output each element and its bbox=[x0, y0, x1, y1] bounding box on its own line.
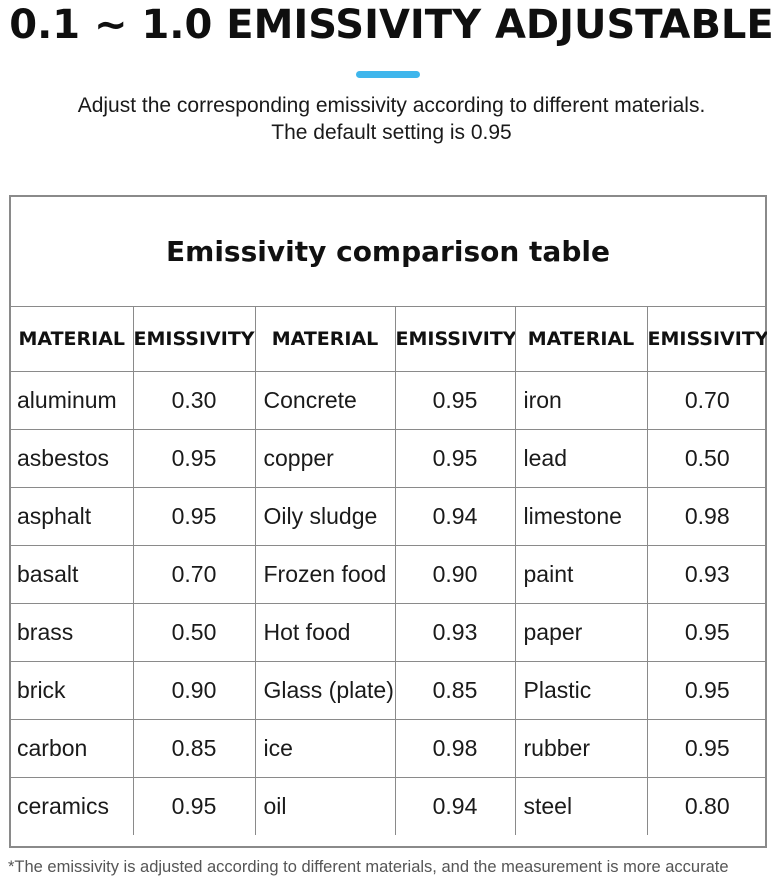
column-header: MATERIAL bbox=[514, 307, 648, 372]
material-cell: steel bbox=[514, 776, 648, 835]
emissivity-cell: 0.95 bbox=[132, 776, 256, 835]
material-cell: iron bbox=[514, 370, 648, 430]
table-row: asphalt 0.95 Oily sludge 0.94 limestone 0.98 bbox=[11, 486, 767, 546]
emissivity-cell: 0.95 bbox=[132, 428, 256, 488]
material-cell: Frozen food bbox=[254, 544, 396, 604]
material-cell: rubber bbox=[514, 718, 648, 778]
accent-divider bbox=[356, 71, 420, 78]
material-cell: Oily sludge bbox=[254, 486, 396, 546]
table-row: brass 0.50 Hot food 0.93 paper 0.95 bbox=[11, 602, 767, 662]
emissivity-cell: 0.95 bbox=[646, 602, 767, 662]
material-cell: paper bbox=[514, 602, 648, 662]
column-header: EMISSIVITY bbox=[132, 307, 256, 372]
emissivity-cell: 0.50 bbox=[646, 428, 767, 488]
emissivity-cell: 0.95 bbox=[132, 486, 256, 546]
emissivity-cell: 0.95 bbox=[394, 428, 516, 488]
material-cell: Hot food bbox=[254, 602, 396, 662]
emissivity-cell: 0.50 bbox=[132, 602, 256, 662]
column-header: EMISSIVITY bbox=[646, 307, 767, 372]
emissivity-cell: 0.98 bbox=[394, 718, 516, 778]
column-header: MATERIAL bbox=[11, 307, 134, 372]
table-caption: Emissivity comparison table bbox=[11, 197, 765, 307]
emissivity-cell: 0.95 bbox=[394, 370, 516, 430]
emissivity-table: Emissivity comparison table MATERIAL EMI… bbox=[9, 195, 767, 848]
table-row: ceramics 0.95 oil 0.94 steel 0.80 bbox=[11, 776, 767, 835]
material-cell: paint bbox=[514, 544, 648, 604]
material-cell: oil bbox=[254, 776, 396, 835]
material-cell: carbon bbox=[11, 718, 134, 778]
table-row: aluminum 0.30 Concrete 0.95 iron 0.70 bbox=[11, 370, 767, 430]
material-cell: copper bbox=[254, 428, 396, 488]
material-cell: basalt bbox=[11, 544, 134, 604]
material-cell: Concrete bbox=[254, 370, 396, 430]
emissivity-cell: 0.85 bbox=[394, 660, 516, 720]
emissivity-cell: 0.95 bbox=[646, 718, 767, 778]
material-cell: aluminum bbox=[11, 370, 134, 430]
material-cell: Glass (plate) bbox=[254, 660, 396, 720]
emissivity-cell: 0.93 bbox=[394, 602, 516, 662]
table-row: brick 0.90 Glass (plate) 0.85 Plastic 0.95 bbox=[11, 660, 767, 720]
emissivity-cell: 0.90 bbox=[394, 544, 516, 604]
material-cell: ceramics bbox=[11, 776, 134, 835]
emissivity-cell: 0.98 bbox=[646, 486, 767, 546]
table-row: asbestos 0.95 copper 0.95 lead 0.50 bbox=[11, 428, 767, 488]
emissivity-cell: 0.80 bbox=[646, 776, 767, 835]
material-cell: asbestos bbox=[11, 428, 134, 488]
emissivity-cell: 0.94 bbox=[394, 486, 516, 546]
subtitle-line-1: Adjust the corresponding emissivity acco… bbox=[77, 94, 706, 117]
material-cell: asphalt bbox=[11, 486, 134, 546]
table-row: basalt 0.70 Frozen food 0.90 paint 0.93 bbox=[11, 544, 767, 604]
emissivity-grid: MATERIAL EMISSIVITY MATERIAL EMISSIVITY … bbox=[11, 307, 767, 835]
emissivity-cell: 0.93 bbox=[646, 544, 767, 604]
material-cell: Plastic bbox=[514, 660, 648, 720]
column-header: MATERIAL bbox=[254, 307, 396, 372]
header-row: MATERIAL EMISSIVITY MATERIAL EMISSIVITY … bbox=[11, 307, 767, 372]
emissivity-cell: 0.30 bbox=[132, 370, 256, 430]
subtitle-line-2: The default setting is 0.95 bbox=[271, 121, 512, 144]
material-cell: ice bbox=[254, 718, 396, 778]
emissivity-cell: 0.85 bbox=[132, 718, 256, 778]
footnote: *The emissivity is adjusted according to… bbox=[8, 858, 729, 876]
material-cell: brass bbox=[11, 602, 134, 662]
emissivity-cell: 0.90 bbox=[132, 660, 256, 720]
material-cell: lead bbox=[514, 428, 648, 488]
emissivity-cell: 0.94 bbox=[394, 776, 516, 835]
page-title: 0.1 ~ 1.0 EMISSIVITY ADJUSTABLE bbox=[9, 2, 774, 48]
material-cell: brick bbox=[11, 660, 134, 720]
table-row: carbon 0.85 ice 0.98 rubber 0.95 bbox=[11, 718, 767, 778]
emissivity-cell: 0.95 bbox=[646, 660, 767, 720]
material-cell: limestone bbox=[514, 486, 648, 546]
emissivity-cell: 0.70 bbox=[132, 544, 256, 604]
column-header: EMISSIVITY bbox=[394, 307, 516, 372]
emissivity-cell: 0.70 bbox=[646, 370, 767, 430]
